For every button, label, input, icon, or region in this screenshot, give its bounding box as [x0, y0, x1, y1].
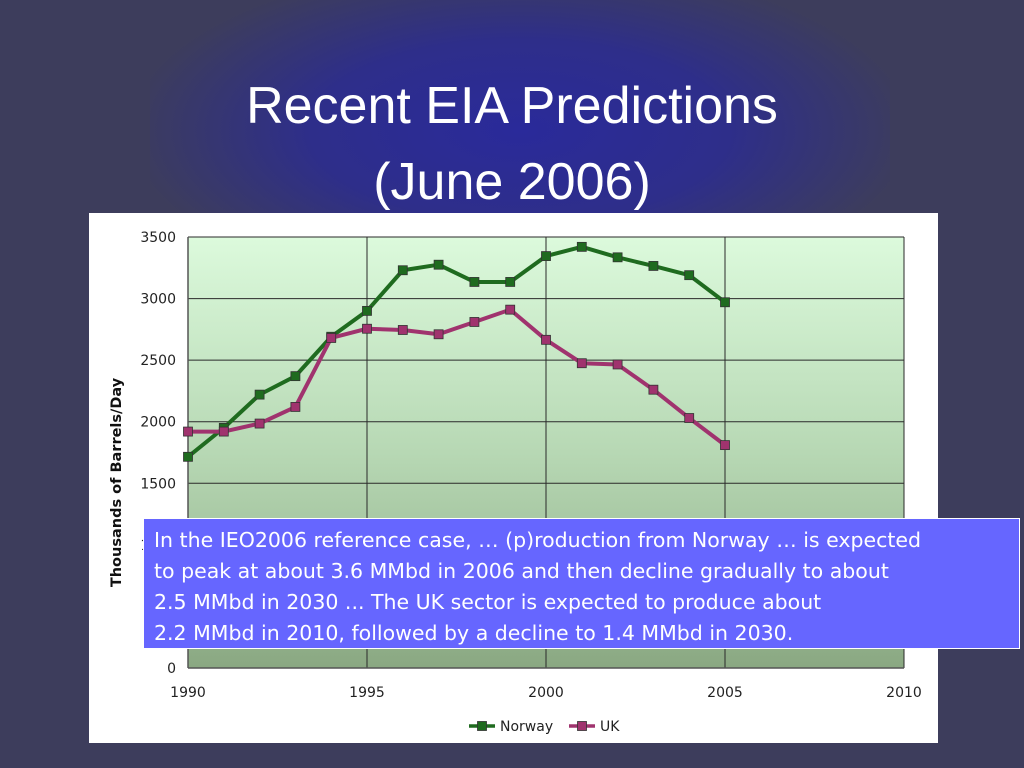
data-point-norway	[362, 305, 372, 316]
data-point-uk	[684, 413, 695, 423]
series-line-norway	[186, 244, 727, 459]
legend-swatch-marker	[477, 721, 487, 731]
data-point-uk	[505, 304, 516, 315]
data-point-uk	[254, 418, 265, 429]
y-tick-label: 2500	[140, 353, 176, 369]
legend-label: Norway	[500, 719, 553, 735]
data-point-norway	[576, 241, 587, 252]
data-point-norway	[290, 371, 301, 382]
chart-panel: 0500100015002000250030003500199019952000…	[89, 213, 938, 743]
series-line-uk	[188, 307, 727, 447]
data-point-norway	[433, 259, 444, 270]
data-point-uk	[720, 440, 730, 451]
data-point-norway	[648, 261, 659, 271]
data-point-norway	[684, 270, 695, 281]
data-point-norway	[612, 252, 623, 263]
y-axis-title: Thousands of Barrels/Day	[109, 377, 125, 587]
x-tick-label: 1990	[170, 685, 206, 701]
y-tick-label: 3500	[140, 230, 176, 246]
x-tick-label: 2005	[707, 685, 743, 701]
title-line-1: Recent EIA Predictions	[246, 77, 778, 135]
data-point-uk	[290, 402, 301, 412]
data-point-norway	[469, 277, 480, 287]
data-point-norway	[183, 451, 193, 462]
data-point-uk	[397, 325, 408, 335]
data-point-uk	[218, 426, 229, 437]
y-tick-label: 3000	[140, 292, 176, 308]
data-point-uk	[648, 384, 659, 395]
callout-box: In the IEO2006 reference case, … (p)rodu…	[143, 518, 1020, 649]
x-tick-label: 2000	[528, 685, 564, 701]
data-point-uk	[183, 426, 193, 437]
data-point-norway	[505, 277, 516, 287]
data-point-uk	[612, 359, 623, 370]
data-point-uk	[326, 333, 337, 343]
data-point-uk	[433, 329, 444, 340]
legend-swatch-marker	[577, 721, 587, 731]
x-tick-label: 1995	[349, 685, 385, 701]
data-point-norway	[541, 251, 551, 261]
y-tick-label: 0	[167, 661, 176, 677]
title-line-2: (June 2006)	[373, 153, 651, 211]
data-point-uk	[541, 334, 551, 345]
data-point-uk	[576, 358, 587, 369]
legend-label: UK	[600, 719, 620, 735]
data-point-uk	[469, 317, 480, 327]
data-point-norway	[397, 265, 408, 276]
y-tick-label: 2000	[140, 415, 176, 431]
data-point-norway	[720, 297, 730, 308]
slide-title: Recent EIA Predictions (June 2006)	[0, 68, 1024, 220]
data-point-uk	[362, 323, 372, 334]
x-tick-label: 2010	[886, 685, 922, 701]
data-point-norway	[254, 389, 265, 400]
y-tick-label: 1500	[140, 476, 176, 492]
line-chart: 0500100015002000250030003500199019952000…	[109, 230, 922, 735]
